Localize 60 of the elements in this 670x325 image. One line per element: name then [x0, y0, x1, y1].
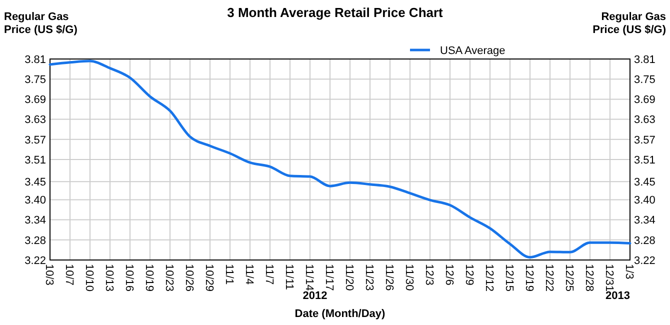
y2-tick-label: 3.34: [634, 214, 656, 227]
x-tick-label: 10/23: [163, 264, 175, 292]
y-tick-label: 3.75: [24, 74, 46, 86]
y-tick-label: 3.40: [24, 194, 46, 207]
x-tick-label: 11/26: [383, 264, 395, 291]
x-tick-label: 10/19: [143, 264, 155, 292]
x-tick-label: 11/1: [223, 264, 235, 285]
x-tick-label: 12/31: [603, 264, 615, 292]
y-tick-label: 3.81: [24, 54, 46, 66]
x-tick-label: 12/3: [423, 264, 435, 286]
y2-tick-label: 3.63: [634, 114, 656, 126]
y2-tick-label: 3.40: [634, 194, 656, 207]
y-tick-label: 3.22: [24, 254, 46, 267]
x-tick-label: 10/16: [123, 264, 135, 292]
x-tick-label: 12/25: [563, 264, 575, 292]
y2-tick-label: 3.57: [634, 134, 656, 146]
y-tick-label: 3.63: [24, 114, 46, 126]
x-tick-label: 11/23: [363, 264, 375, 291]
x-tick-label: 12/15: [503, 264, 515, 292]
x-tick-label: 12/6: [443, 264, 455, 286]
x-tick-label: 11/4: [243, 264, 255, 285]
x-tick-label: 12/12: [483, 264, 495, 292]
text: 2013: [606, 290, 630, 302]
y2-tick-label: 3.81: [634, 54, 656, 66]
y2-axis-title: Regular Gas Price (US $/G): [592, 11, 666, 36]
x-tick-label: 11/11: [283, 264, 295, 290]
y-tick-label: 3.69: [24, 94, 46, 106]
chart-title: 3 Month Average Retail Price Chart: [227, 5, 444, 20]
y-tick-label: 3.34: [24, 214, 46, 227]
y-axis-title: Regular Gas Price (US $/G): [4, 11, 78, 36]
y2-tick-label: 3.28: [634, 234, 656, 247]
x-tick-label: 10/7: [63, 264, 75, 286]
y2-tick-label: 3.51: [634, 154, 656, 166]
x-tick-label: 10/26: [183, 264, 195, 292]
y-tick-label: 3.57: [24, 134, 46, 146]
x-tick-label: 11/20: [343, 264, 355, 291]
text: 2012: [302, 290, 328, 302]
x-tick-label: 11/17: [323, 264, 335, 291]
x-axis-title: Date (Month/Day): [294, 308, 386, 320]
y2-tick-label: 3.69: [634, 94, 656, 106]
legend-label: USA Average: [440, 44, 506, 57]
y2-tick-label: 3.45: [634, 176, 656, 188]
x-tick-label: 12/28: [583, 264, 595, 292]
x-tick-label: 12/9: [463, 264, 475, 286]
line-series: [48, 60, 632, 259]
x-tick-label: 10/10: [83, 264, 95, 292]
y2-tick-label: 3.75: [634, 74, 656, 86]
x-tick-label: 1/3: [623, 264, 635, 280]
x-tick-label: 12/22: [543, 264, 555, 292]
y-tick-label: 3.51: [24, 154, 46, 166]
x-tick-label: 11/30: [403, 264, 415, 291]
x-tick-label: 11/7: [263, 264, 275, 285]
y-tick-label: 3.45: [24, 176, 46, 188]
x-tick-label: 11/14: [303, 264, 315, 291]
x-tick-label: 10/3: [43, 264, 55, 286]
x-tick-label: 10/13: [103, 264, 115, 292]
x-tick-label: 10/29: [203, 264, 215, 292]
y2-tick-label: 3.22: [634, 254, 656, 267]
y-tick-label: 3.28: [24, 234, 46, 247]
x-tick-label: 12/19: [523, 264, 535, 292]
